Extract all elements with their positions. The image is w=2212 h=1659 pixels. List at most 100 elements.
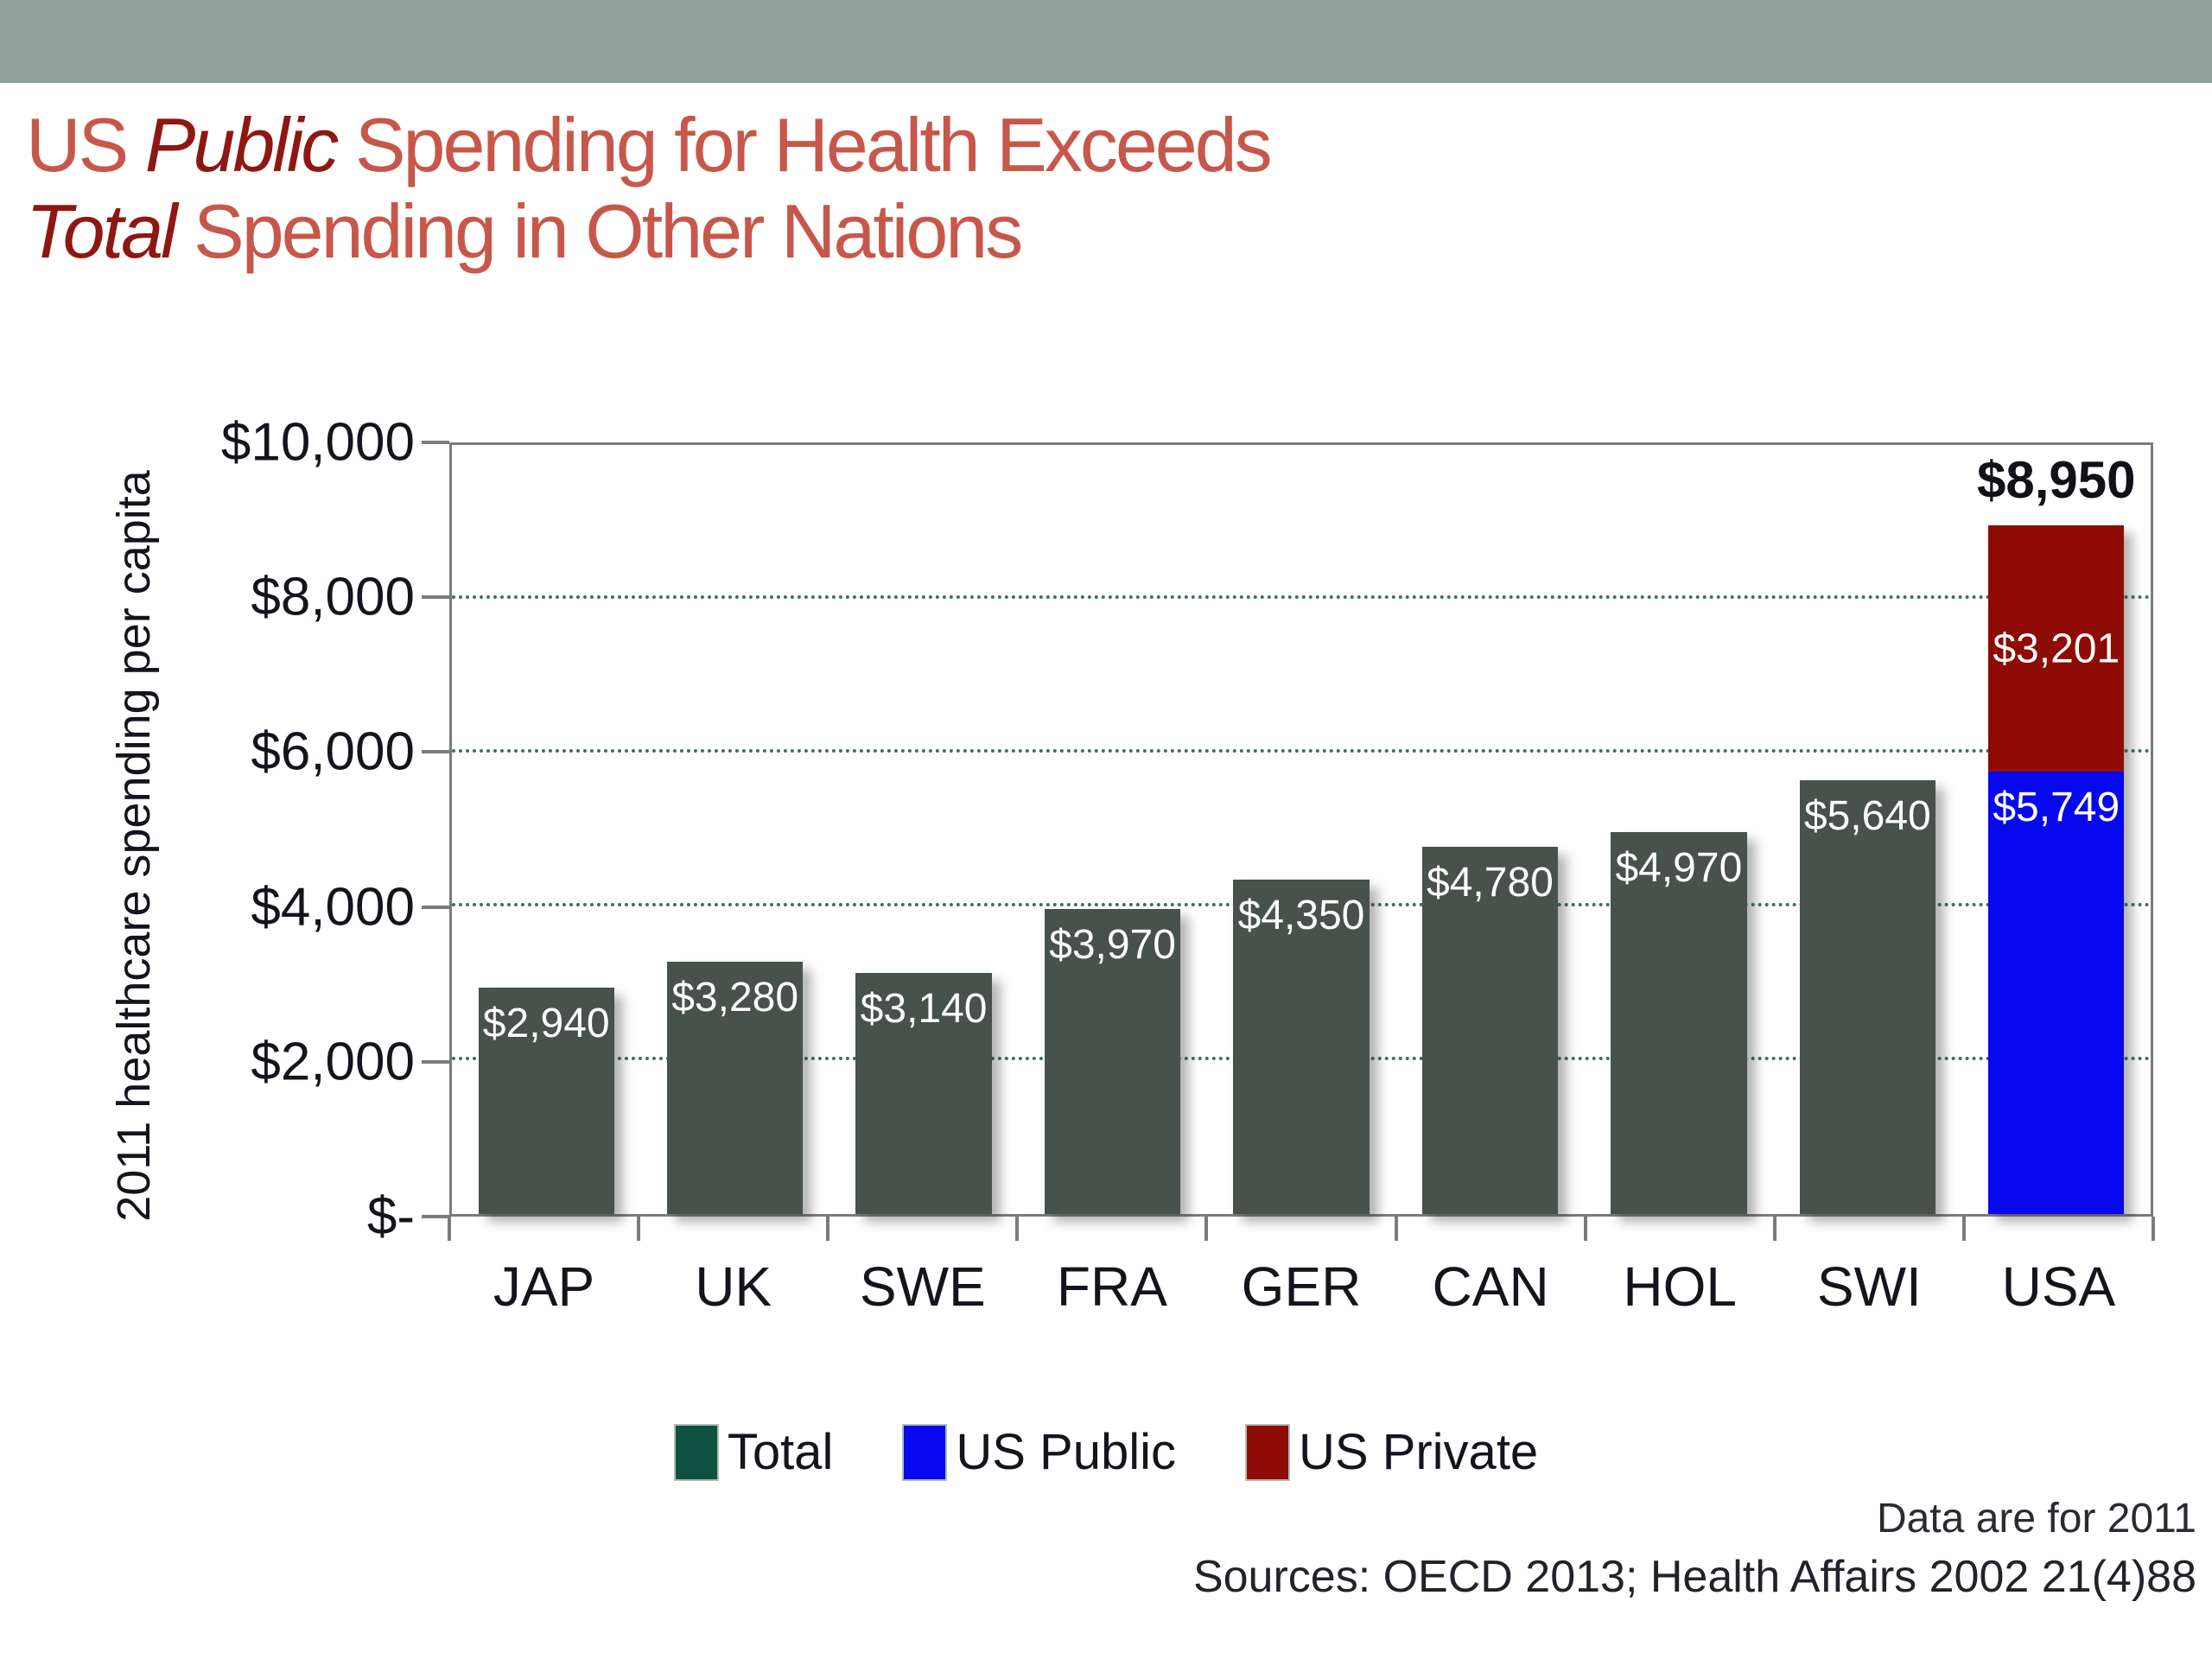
bar-stack: $5,640 bbox=[1799, 780, 1936, 1214]
y-tick-label: $4,000 bbox=[251, 877, 415, 938]
x-tick-mark bbox=[2152, 1217, 2155, 1241]
bar-stack: $4,970 bbox=[1611, 831, 1747, 1214]
x-category-label: SWE bbox=[859, 1255, 986, 1318]
bar-value-label: $3,140 bbox=[860, 985, 988, 1032]
top-band bbox=[0, 0, 2212, 83]
legend-swatch bbox=[1244, 1424, 1290, 1481]
y-tick-mark bbox=[422, 750, 449, 754]
x-tick-mark bbox=[448, 1217, 451, 1241]
title-part-total: Total bbox=[26, 188, 178, 274]
bar-value-label: $2,940 bbox=[482, 1001, 610, 1047]
bar-slot: $4,780 bbox=[1395, 445, 1584, 1214]
x-axis-labels: JAP UK SWE FRA GER CAN HOL SWI USA bbox=[449, 1255, 2153, 1332]
y-tick-label: $8,000 bbox=[251, 567, 415, 627]
x-category-label: FRA bbox=[1056, 1255, 1167, 1318]
usa-private-value-label: $3,201 bbox=[1993, 626, 2120, 672]
bar-slot: $2,940 bbox=[452, 445, 640, 1214]
bar-slot: $4,970 bbox=[1585, 445, 1773, 1214]
bar-segment-total: $4,780 bbox=[1421, 846, 1559, 1214]
title-part-rest2: Spending in Other Nations bbox=[175, 188, 1023, 274]
x-tick-mark bbox=[1583, 1217, 1587, 1241]
x-tick-mark bbox=[1205, 1217, 1209, 1241]
bar-slot: $3,280 bbox=[640, 445, 829, 1214]
title-part-public: Public bbox=[144, 102, 340, 188]
x-category-label: UK bbox=[695, 1255, 772, 1318]
bar-stack: $3,280 bbox=[667, 962, 804, 1214]
legend-swatch bbox=[902, 1424, 948, 1481]
x-tick-mark bbox=[1772, 1217, 1777, 1241]
y-tick-mark bbox=[422, 1215, 449, 1218]
bar-value-label: $3,280 bbox=[671, 975, 799, 1021]
legend-item-us-public: US Public bbox=[902, 1424, 1176, 1481]
bar-slot: $3,970 bbox=[1018, 445, 1206, 1214]
y-tick-mark bbox=[422, 1059, 449, 1064]
y-tick-mark bbox=[422, 905, 449, 909]
bar-value-label: $5,640 bbox=[1803, 793, 1931, 840]
bar-stack: $3,970 bbox=[1044, 908, 1181, 1214]
title-part-rest1: Spending for Health Exceeds bbox=[336, 102, 1273, 188]
gridline bbox=[452, 749, 2151, 753]
x-axis-ticks bbox=[448, 1217, 2155, 1241]
x-category-label: USA bbox=[2001, 1255, 2116, 1318]
footer-data-year: Data are for 2011 bbox=[1876, 1496, 2196, 1541]
bar-segment-total: $4,970 bbox=[1611, 831, 1747, 1214]
bar-stack: $3,140 bbox=[855, 972, 992, 1214]
bar-stack: $4,350 bbox=[1233, 879, 1370, 1214]
y-tick-mark bbox=[422, 595, 449, 600]
title-line-1: US Public Spending for Health Exceeds bbox=[26, 102, 1273, 188]
usa-public-value-label: $5,749 bbox=[1993, 785, 2120, 831]
x-tick-mark bbox=[637, 1217, 641, 1241]
x-category-label: GER bbox=[1241, 1255, 1362, 1318]
bar-segment-us-public: $5,749 bbox=[1988, 772, 2125, 1214]
legend-label: Total bbox=[727, 1424, 834, 1480]
chart-legend: Total US Public US Private bbox=[0, 1424, 2212, 1481]
title-line-2: Total Spending in Other Nations bbox=[26, 188, 1270, 275]
bar-stack: $5,749 $3,201 bbox=[1988, 525, 2125, 1214]
bar-value-label: $3,970 bbox=[1049, 921, 1176, 968]
legend-item-total: Total bbox=[673, 1424, 834, 1481]
bar-stack: $2,940 bbox=[478, 988, 614, 1214]
bar-segment-total: $2,940 bbox=[478, 988, 614, 1214]
bar-stack: $4,780 bbox=[1421, 846, 1559, 1214]
x-tick-mark bbox=[826, 1217, 830, 1241]
x-tick-mark bbox=[1394, 1217, 1398, 1241]
bar-segment-total: $5,640 bbox=[1799, 780, 1936, 1214]
bar-value-label: $4,970 bbox=[1615, 844, 1743, 891]
legend-item-us-private: US Private bbox=[1244, 1424, 1539, 1481]
y-tick-label: $2,000 bbox=[251, 1032, 415, 1092]
x-tick-mark bbox=[1961, 1217, 1966, 1241]
x-category-label: JAP bbox=[493, 1255, 595, 1318]
footer-sources: Sources: OECD 2013; Health Affairs 2002 … bbox=[1192, 1552, 2196, 1602]
bar-slot: $4,350 bbox=[1207, 445, 1395, 1214]
slide-title: US Public Spending for Health Exceeds To… bbox=[26, 102, 1273, 275]
y-tick-mark bbox=[422, 441, 449, 444]
x-category-label: HOL bbox=[1623, 1255, 1737, 1318]
legend-label: US Private bbox=[1298, 1424, 1539, 1480]
footer: Data are for 2011 Sources: OECD 2013; He… bbox=[1193, 1491, 2196, 1607]
y-tick-label: $10,000 bbox=[220, 412, 415, 473]
x-category-label: CAN bbox=[1432, 1255, 1549, 1318]
bar-value-label: $4,350 bbox=[1237, 892, 1365, 938]
x-tick-mark bbox=[1015, 1217, 1020, 1241]
bar-slot: $3,140 bbox=[830, 445, 1018, 1214]
title-part-us: US bbox=[26, 102, 145, 188]
plot-area: $2,940 $3,280 $3,140 $3,970 $4,350 $4,780 $4,9… bbox=[449, 442, 2153, 1217]
y-axis-labels: $10,000 $8,000 $6,000 $4,000 $2,000 $- bbox=[104, 413, 415, 1247]
bar-value-label: $4,780 bbox=[1427, 859, 1554, 906]
bar-segment-total: $3,280 bbox=[667, 962, 804, 1214]
bar-segment-total: $4,350 bbox=[1233, 879, 1370, 1214]
y-axis-ticks bbox=[422, 441, 449, 1218]
gridline bbox=[452, 595, 2151, 599]
bar-segment-total: $3,970 bbox=[1044, 908, 1181, 1214]
bar-slot: $5,749 $3,201 $8,950 bbox=[1962, 445, 2151, 1214]
bar-segment-us-private: $3,201 bbox=[1988, 525, 2125, 772]
y-tick-label: $6,000 bbox=[251, 721, 415, 782]
legend-swatch bbox=[673, 1424, 719, 1481]
bar-segment-total: $3,140 bbox=[855, 972, 992, 1214]
bar-slot: $5,640 bbox=[1773, 445, 1961, 1214]
x-category-label: SWI bbox=[1816, 1255, 1922, 1318]
y-tick-label: $- bbox=[366, 1186, 415, 1247]
usa-total-label: $8,950 bbox=[1977, 451, 2136, 510]
legend-label: US Public bbox=[956, 1424, 1176, 1480]
